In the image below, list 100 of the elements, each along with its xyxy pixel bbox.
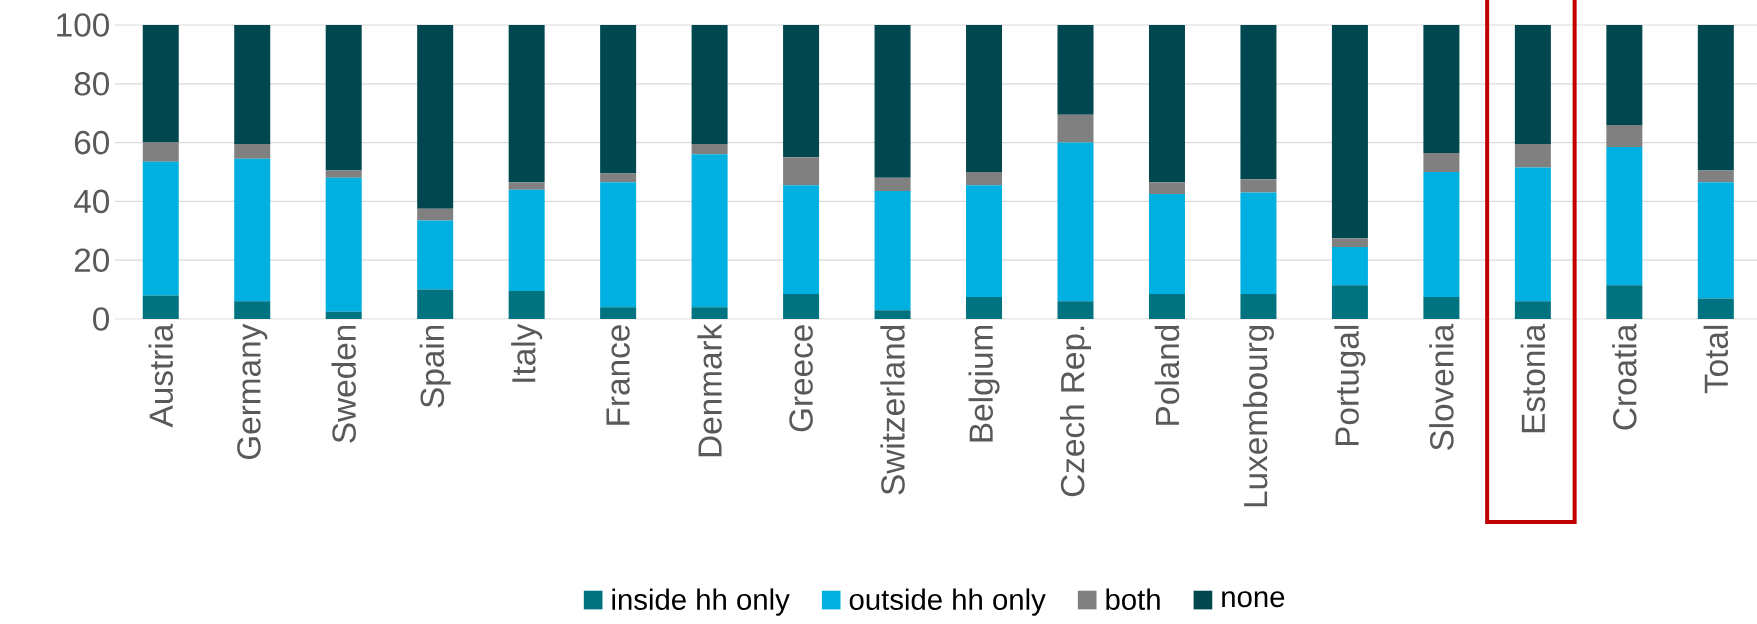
legend-label: both [1106,588,1160,610]
bar [874,24,911,178]
bar [1697,170,1734,183]
bar [783,294,820,319]
bar [600,173,637,183]
bar [1514,301,1551,319]
bar [691,144,728,155]
bar [1057,301,1094,319]
bar [966,185,1003,297]
bar [783,157,820,186]
bar [966,171,1003,186]
bar [325,177,362,312]
legend-label: outside hh only [849,588,1046,616]
bar [1606,147,1643,286]
x-tick-label: Czech Rep. [1059,326,1092,497]
x-tick-label: Estonia [1520,323,1546,433]
bar [1331,238,1368,247]
bar [1240,24,1277,180]
legend-label: none [1222,591,1285,608]
bar [142,142,179,162]
bar [691,307,728,319]
bar [1697,182,1734,299]
x-tick-label: Croatia [1612,323,1637,430]
bar [1423,171,1460,297]
bar [1057,24,1094,115]
legend-label: inside hh only [612,588,790,616]
bar [142,295,179,319]
bar [1697,24,1734,171]
bar [600,182,637,308]
x-tick-label: Belgium [968,325,1000,442]
bar [1240,294,1277,319]
y-tick-label: 40 [74,189,109,214]
bar [1606,124,1643,147]
bar [417,24,454,209]
bar [1331,246,1368,286]
bar [1148,24,1185,183]
bar [325,24,362,171]
x-tick-label: Italy [511,323,543,382]
bar [417,220,454,290]
bar [1057,114,1094,143]
x-tick-label: Portugal [1334,325,1366,446]
y-tick-label: 60 [74,130,109,155]
x-tick-label: France [606,325,630,425]
y-tick-label: 80 [74,71,109,96]
y-tick-label: 100 [57,13,109,37]
bar [417,208,454,221]
x-tick-label: Sweden [331,325,356,443]
y-tick-label: 20 [74,248,109,272]
bar [325,170,362,178]
bar [783,24,820,158]
bar [508,189,545,292]
bar [1240,192,1277,294]
bar [1148,294,1185,319]
bar [1331,285,1368,319]
y-tick-label: 0 [93,307,109,331]
bar [1148,194,1185,294]
x-tick-label: Slovenia [1429,323,1454,451]
bar [1423,296,1460,319]
bar [1606,285,1643,319]
bar [234,158,271,302]
bar [600,24,637,174]
x-tick-label: Greece [789,325,813,432]
bar [600,307,637,319]
bar [1423,24,1460,153]
x-tick-label: Switzerland [880,325,905,495]
bar [142,161,179,296]
x-tick-label: Germany [237,323,268,460]
bar [1514,167,1551,302]
bar [1423,152,1460,172]
bar [234,144,271,159]
x-tick-label: Austria [148,323,173,428]
bar [874,177,911,192]
bar [508,291,545,319]
bar [234,301,271,319]
bar [783,185,820,294]
bar [508,182,545,190]
bar [508,24,545,183]
x-tick-label: Spain [419,325,451,408]
bar [234,24,271,145]
x-tick-label: Poland [1154,325,1180,425]
bar [1514,144,1551,168]
bar [1331,24,1368,239]
x-tick-label: Total [1703,325,1729,394]
bar [1148,182,1185,195]
bar [691,154,728,308]
bar [1697,298,1734,319]
bar [417,289,454,319]
bar [142,24,179,143]
bar [874,310,911,319]
bar [325,311,362,319]
bar [1514,24,1551,145]
bar [691,24,728,145]
x-tick-label: Denmark [697,323,722,457]
bar [874,191,911,311]
bar [966,296,1003,319]
bar [1057,142,1094,302]
bar [1240,179,1277,193]
x-tick-label: Luxembourg [1242,325,1274,507]
bar [1606,24,1643,125]
bar [966,24,1003,172]
